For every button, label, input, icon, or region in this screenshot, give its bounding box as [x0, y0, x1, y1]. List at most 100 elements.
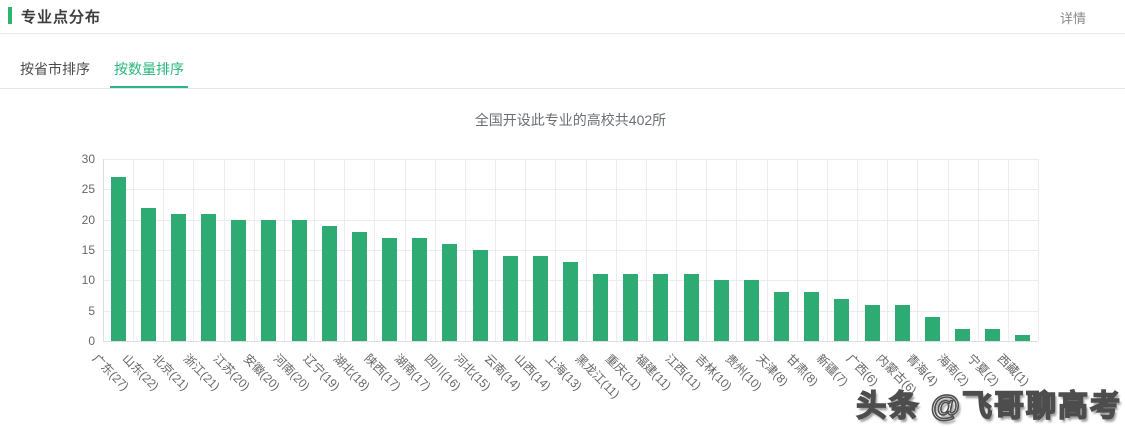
bar-福建 [653, 274, 669, 341]
x-axis-tick-label: 河北(15) [451, 351, 494, 394]
sort-tabs: 按省市排序 按数量排序 [0, 56, 1125, 89]
x-axis-tick-label: 浙江(21) [180, 351, 223, 394]
gridline-x-22 [766, 159, 768, 341]
tab-sort-by-province[interactable]: 按省市排序 [20, 61, 90, 77]
gridline-x-8 [344, 159, 346, 341]
tab-sort-by-count[interactable]: 按数量排序 [110, 56, 188, 88]
bar-新疆 [834, 298, 850, 341]
y-axis-tick-label: 30 [81, 152, 95, 166]
gridline-x-14 [525, 159, 527, 341]
x-axis-tick-label: 湖南(17) [391, 351, 434, 394]
bar-海南 [955, 328, 971, 341]
gridline-y-20 [103, 219, 1038, 221]
header-divider [0, 33, 1125, 34]
gridline-x-7 [314, 159, 316, 341]
bar-陕西 [382, 237, 398, 341]
gridline-x-9 [374, 159, 376, 341]
bar-内蒙古 [894, 304, 910, 341]
gridline-x-10 [404, 159, 406, 341]
x-axis-tick-label: 甘肃(8) [783, 351, 821, 389]
gridline-x-27 [917, 159, 919, 341]
gridline-y-10 [103, 280, 1038, 282]
x-axis-tick-label: 贵州(10) [723, 351, 766, 394]
gridline-y-15 [103, 250, 1038, 251]
bar-吉林 [713, 280, 729, 341]
x-axis-tick-label: 山东(22) [119, 351, 162, 394]
gridline-y-0 [103, 341, 1038, 342]
x-axis-tick-label: 上海(13) [542, 351, 585, 394]
watermark: 头条 @飞哥聊高考 [856, 389, 1122, 424]
chart-title: 全国开设此专业的高校共402所 [474, 112, 667, 128]
x-axis-tick-label: 河南(20) [270, 351, 313, 394]
y-axis-tick-label: 5 [88, 303, 95, 318]
bar-重庆 [623, 274, 639, 341]
gridline-x-24 [826, 159, 828, 341]
gridline-x-6 [283, 159, 285, 341]
y-axis-tick-label: 15 [81, 243, 95, 257]
bar-河南 [291, 219, 307, 341]
page-title: 专业点分布 [21, 9, 102, 26]
gridline-x-25 [857, 159, 859, 341]
gridline-y-25 [103, 189, 1038, 191]
gridline-x-3 [193, 159, 195, 341]
x-axis-tick-label: 山西(14) [512, 351, 554, 394]
gridline-x-4 [223, 159, 225, 341]
x-axis-tick-label: 云南(14) [481, 351, 524, 394]
panel-header: 专业点分布 详情 [0, 0, 1125, 34]
bar-宁夏 [985, 328, 1001, 341]
bar-上海 [563, 262, 578, 341]
x-axis-tick-label: 四川(16) [421, 351, 464, 394]
x-axis-tick-label: 广东(27) [89, 351, 132, 394]
x-axis-tick-label: 江西(11) [662, 351, 705, 393]
bar-西藏 [1015, 334, 1031, 341]
gridline-x-0 [103, 159, 104, 341]
x-axis-tick-label: 福建(11) [632, 351, 674, 393]
bar-江苏 [231, 219, 247, 341]
gridline-x-30 [1007, 159, 1009, 341]
x-axis-tick-label: 江苏(20) [210, 351, 253, 394]
gridline-x-2 [163, 159, 165, 341]
x-axis-tick-label: 湖北(18) [331, 351, 374, 394]
gridline-y-30 [103, 159, 1038, 160]
bar-辽宁 [321, 225, 337, 341]
accent-marker [8, 7, 12, 24]
gridline-x-13 [495, 159, 497, 341]
gridline-x-28 [947, 159, 949, 341]
bar-甘肃 [804, 292, 820, 341]
bar-浙江 [201, 213, 217, 341]
bar-云南 [502, 256, 518, 341]
x-axis-tick-label: 新疆(7) [813, 351, 851, 389]
gridline-x-16 [585, 159, 587, 341]
gridline-y-5 [103, 310, 1038, 312]
x-axis-tick-label: 重庆(11) [602, 351, 644, 393]
bar-北京 [170, 213, 186, 341]
x-axis-tick-label: 陕西(17) [361, 351, 404, 394]
gridline-x-20 [706, 159, 708, 341]
bar-天津 [774, 292, 790, 341]
gridline-x-31 [1038, 159, 1039, 341]
gridline-x-19 [676, 159, 678, 341]
bar-湖南 [412, 237, 428, 341]
bar-青海 [924, 316, 940, 341]
bar-四川 [442, 243, 458, 341]
x-axis-tick-label: 安徽(20) [240, 351, 283, 394]
x-axis-tick-label: 黑龙江(11) [572, 351, 623, 402]
gridline-x-11 [434, 159, 436, 341]
bar-河北 [472, 250, 488, 341]
bar-安徽 [261, 219, 277, 341]
details-link[interactable]: 详情 [1059, 11, 1086, 26]
gridline-x-23 [796, 159, 798, 341]
y-axis-tick-label: 0 [88, 334, 95, 348]
bar-山东 [140, 207, 156, 341]
y-axis-tick-label: 20 [81, 212, 95, 227]
bar-湖北 [351, 231, 367, 341]
gridline-x-18 [645, 159, 647, 341]
gridline-x-12 [464, 159, 466, 341]
x-axis-tick-label: 吉林(10) [692, 351, 735, 394]
bar-贵州 [743, 280, 759, 341]
bar-黑龙江 [593, 274, 609, 341]
gridline-x-17 [615, 159, 617, 341]
gridline-x-1 [133, 159, 135, 341]
x-axis-tick-label: 北京(21) [150, 351, 193, 394]
